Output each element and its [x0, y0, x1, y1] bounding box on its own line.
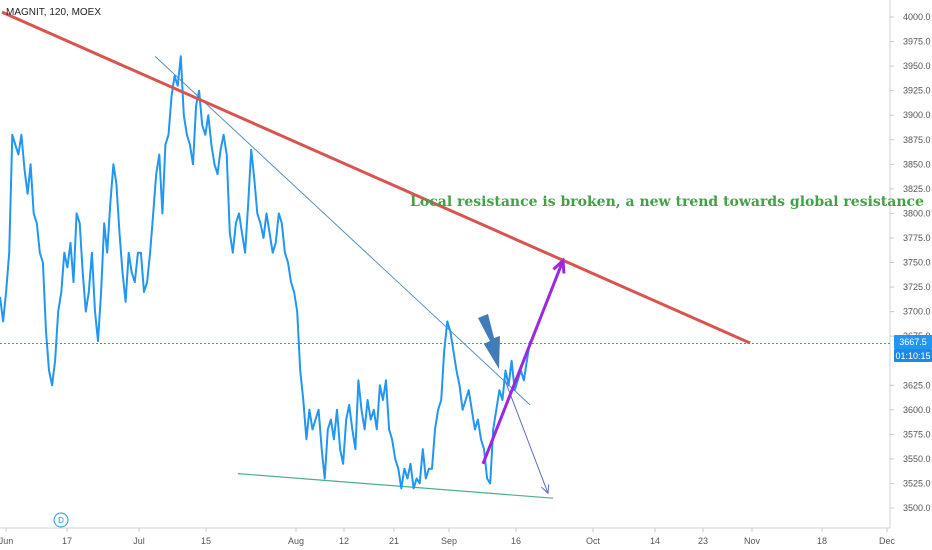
- x-tick-label: Jun: [0, 536, 13, 546]
- pullback-arrow-line: [504, 380, 549, 494]
- projection-arrow-head: [552, 257, 566, 274]
- x-tick-label: Aug: [288, 536, 304, 546]
- x-tick-label: Jul: [133, 536, 145, 546]
- dividend-label: D: [58, 516, 64, 525]
- y-tick-label: 3775.0: [903, 233, 931, 243]
- price-axis[interactable]: 4000.0 3975.0 3950.0 3925.0 3900.0 3875.0 3850…: [890, 12, 931, 513]
- countdown-value: 01:10:15: [895, 351, 930, 361]
- countdown-tag-background: [894, 349, 932, 362]
- current-price-tag: 3667.5 01:10:15: [894, 335, 932, 362]
- y-tick-label: 3900.0: [903, 110, 931, 120]
- y-tick-label: 3875.0: [903, 135, 931, 145]
- down-arrow-icon[interactable]: [478, 314, 500, 369]
- projection-arrow-line: [481, 259, 565, 465]
- y-tick-label: 3750.0: [903, 258, 931, 268]
- x-tick-label: 18: [817, 536, 827, 546]
- x-tick-label: 23: [698, 536, 708, 546]
- y-tick-label: 3625.0: [903, 380, 931, 390]
- price-tag-value: 3667.5: [899, 337, 927, 347]
- x-tick-label: Dec: [879, 536, 896, 546]
- symbol-label: MAGNIT, 120, MOEX: [6, 7, 101, 18]
- x-tick-label: 15: [201, 536, 211, 546]
- y-tick-label: 3575.0: [903, 429, 931, 439]
- time-axis[interactable]: Jun 17 Jul 15 Aug 12 21 Sep 16 Oct 14 23 Nov 18 Dec: [0, 528, 895, 546]
- y-tick-label: 3850.0: [903, 159, 931, 169]
- price-series-line: [0, 55, 531, 490]
- plot-area: [0, 0, 890, 528]
- x-tick-label: Nov: [744, 536, 761, 546]
- y-tick-label: 3725.0: [903, 282, 931, 292]
- pullback-arrow-head: [541, 484, 550, 495]
- pullback-arrow[interactable]: [504, 380, 550, 495]
- y-tick-label: 3975.0: [903, 37, 931, 47]
- price-tag-background: [894, 335, 932, 349]
- x-tick-label: Sep: [441, 536, 457, 546]
- x-tick-label: 17: [62, 536, 72, 546]
- projection-arrow[interactable]: [481, 257, 566, 465]
- y-tick-label: 3925.0: [903, 86, 931, 96]
- y-tick-label: 3550.0: [903, 454, 931, 464]
- y-tick-label: 4000.0: [903, 12, 931, 22]
- dividend-circle: [53, 512, 69, 528]
- y-tick-label: 3700.0: [903, 307, 931, 317]
- dividend-marker[interactable]: D: [53, 512, 69, 528]
- y-tick-label: 3500.0: [903, 503, 931, 513]
- global-resistance-line[interactable]: [1, 10, 751, 345]
- y-tick-label: 3525.0: [903, 478, 931, 488]
- y-tick-label: 3825.0: [903, 184, 931, 194]
- x-tick-label: 21: [389, 536, 399, 546]
- down-arrow-shape: [478, 314, 500, 369]
- x-tick-label: 16: [511, 536, 521, 546]
- y-tick-label: 3800.0: [903, 208, 931, 218]
- x-tick-label: 12: [339, 536, 349, 546]
- x-tick-label: 14: [650, 536, 660, 546]
- x-tick-label: Oct: [586, 536, 601, 546]
- chart-annotation: Local resistance is broken, a new trend …: [410, 194, 924, 210]
- y-tick-label: 3600.0: [903, 405, 931, 415]
- support-line[interactable]: [237, 473, 554, 499]
- local-trendline[interactable]: [154, 55, 531, 406]
- y-tick-label: 3950.0: [903, 61, 931, 71]
